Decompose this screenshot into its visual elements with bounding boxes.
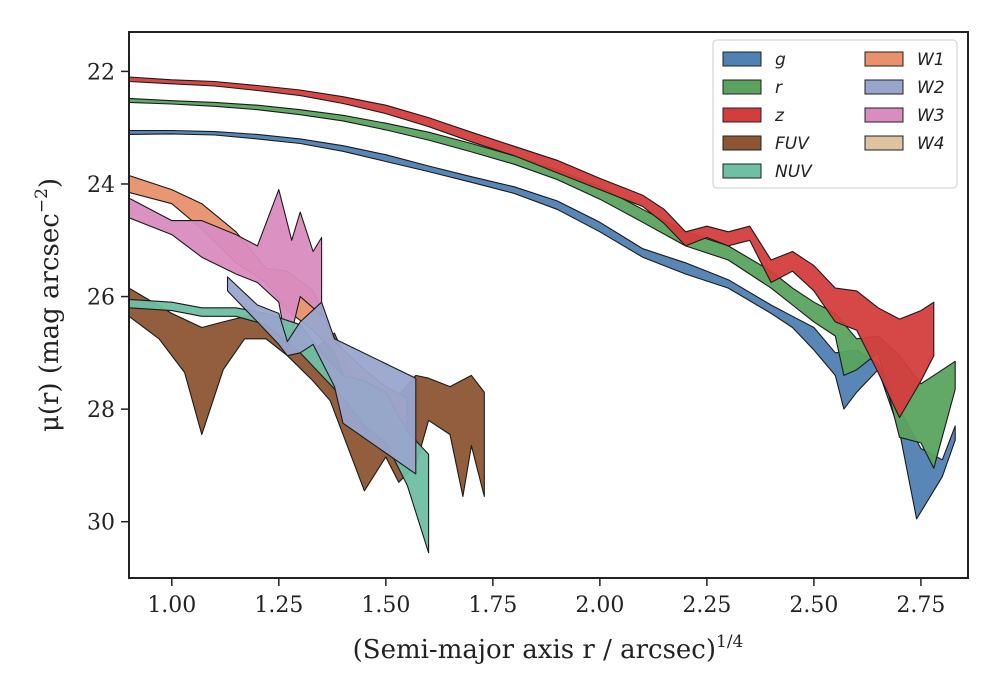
x-tick-label: 1.50 — [361, 593, 410, 618]
legend-swatch-fuv — [722, 135, 762, 151]
legend-swatch-nuv — [722, 163, 762, 179]
legend-swatch-w4 — [864, 135, 904, 151]
legend-box — [712, 39, 958, 189]
y-tick-label: 24 — [87, 173, 115, 198]
x-axis-label: (Semi-major axis r / arcsec)1/4 — [353, 632, 744, 665]
legend-swatch-z — [722, 107, 762, 123]
x-tick-label: 2.75 — [896, 593, 945, 618]
legend: grz FUV NUV W1 W2 W3 W4 — [712, 39, 958, 189]
legend-label-w2: W2 — [917, 78, 945, 98]
band-w2 — [226, 276, 417, 475]
legend-label-z: z — [774, 106, 785, 126]
legend-label-w4: W4 — [917, 134, 945, 154]
x-tick-label: 2.50 — [789, 593, 838, 618]
band-z — [129, 76, 935, 419]
profile-bands — [129, 76, 956, 554]
y-tick-label: 22 — [87, 60, 115, 85]
legend-swatch-g — [722, 51, 762, 67]
legend-swatch-w2 — [864, 79, 904, 95]
y-axis-label: μ(r) (mag arcsec−2) — [32, 178, 65, 432]
x-axis-ticks: 1.00 1.25 1.50 1.75 2.00 2.25 2.50 2.75 — [147, 578, 945, 618]
y-axis-ticks: 22 24 26 28 30 — [87, 60, 129, 536]
legend-label-nuv: NUV — [775, 162, 813, 182]
x-tick-label: 1.75 — [468, 593, 517, 618]
legend-label-g: g — [775, 50, 786, 70]
x-tick-label: 1.00 — [147, 593, 196, 618]
y-axis-label-exponent: −2 — [32, 188, 52, 213]
x-tick-label: 2.25 — [682, 593, 731, 618]
legend-label-w1: W1 — [917, 50, 945, 70]
legend-label-w3: W3 — [917, 106, 945, 126]
band-r — [129, 97, 956, 469]
x-tick-label: 2.00 — [575, 593, 624, 618]
y-tick-label: 28 — [87, 398, 115, 423]
legend-label-fuv: FUV — [775, 134, 810, 154]
plot-frame — [128, 31, 969, 579]
x-axis-label-exponent: 1/4 — [716, 632, 743, 652]
y-tick-label: 26 — [87, 286, 115, 311]
y-tick-label: 30 — [87, 511, 115, 536]
x-tick-label: 1.25 — [254, 593, 303, 618]
legend-label-r: r — [775, 78, 783, 98]
legend-swatch-r — [722, 79, 762, 95]
band-g — [129, 129, 956, 520]
legend-swatch-w1 — [864, 51, 904, 67]
legend-swatch-w3 — [864, 107, 904, 123]
